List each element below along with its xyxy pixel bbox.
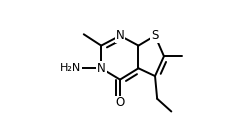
Text: S: S	[151, 29, 158, 42]
Text: N: N	[96, 62, 105, 75]
Text: N: N	[115, 29, 124, 42]
Text: H₂N: H₂N	[59, 63, 80, 73]
Text: O: O	[115, 96, 124, 109]
